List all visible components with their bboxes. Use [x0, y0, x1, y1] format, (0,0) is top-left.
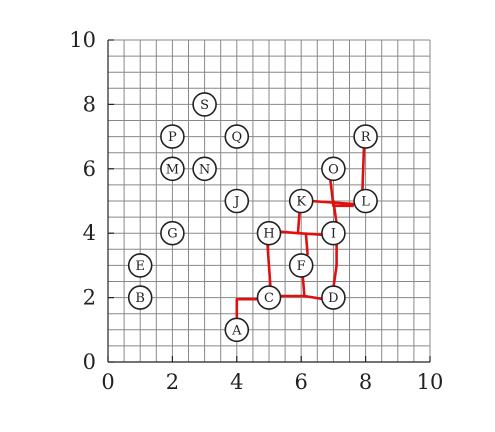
- node-q: Q: [224, 124, 250, 149]
- node-o: O: [321, 156, 346, 182]
- y-tick-label: 8: [83, 92, 96, 116]
- node-circle: [192, 156, 217, 182]
- node-g: G: [160, 220, 185, 246]
- node-l: L: [353, 188, 378, 214]
- node-circle: [353, 124, 378, 149]
- edge-path: [296, 209, 301, 235]
- node-circle: [321, 285, 346, 310]
- node-label: L: [361, 195, 370, 210]
- node-circle: [127, 253, 153, 278]
- node-circle: [288, 253, 314, 278]
- node-circle: [256, 220, 282, 246]
- node-label: D: [328, 291, 338, 306]
- edge-path: [301, 275, 306, 298]
- node-a: A: [224, 317, 250, 343]
- node-circle: [321, 220, 346, 246]
- node-b: B: [127, 285, 153, 310]
- edge-path: [235, 297, 261, 319]
- node-circle: [224, 124, 250, 149]
- node-circle: [321, 156, 346, 182]
- node-label: B: [135, 291, 145, 306]
- x-tick-label: 6: [295, 370, 308, 394]
- node-c: C: [256, 285, 282, 310]
- node-circle: [224, 317, 250, 343]
- node-label: H: [263, 227, 274, 242]
- edges: [235, 145, 366, 319]
- node-label: Q: [231, 130, 242, 145]
- node-circle: [224, 188, 250, 214]
- node-label: F: [297, 259, 306, 274]
- node-label: M: [166, 162, 179, 177]
- y-tick-label: 6: [83, 157, 96, 181]
- grid-lines: [107, 39, 431, 363]
- edge-path: [266, 241, 272, 291]
- axes: [107, 39, 431, 363]
- node-label: N: [199, 162, 210, 177]
- node-m: M: [160, 156, 185, 182]
- x-tick-label: 2: [166, 370, 179, 394]
- y-tick-label: 2: [83, 286, 96, 310]
- y-tick-label: 10: [69, 28, 96, 52]
- node-r: R: [353, 124, 378, 149]
- node-label: I: [331, 227, 336, 242]
- node-label: E: [135, 259, 145, 274]
- node-j: J: [224, 188, 250, 214]
- y-tick-labels: 0 2 4 6 8 10: [69, 28, 96, 374]
- node-n: N: [192, 156, 217, 182]
- node-e: E: [127, 253, 153, 278]
- node-i: I: [321, 220, 346, 246]
- node-p: P: [160, 124, 185, 149]
- edge-path: [361, 145, 366, 193]
- node-label: J: [232, 195, 239, 210]
- x-tick-label: 0: [101, 370, 114, 394]
- node-d: D: [321, 285, 346, 310]
- edge-path: [304, 233, 309, 256]
- x-tick-label: 8: [359, 370, 372, 394]
- node-label: S: [200, 98, 209, 113]
- node-circle: [160, 220, 185, 246]
- x-tick-label: 4: [230, 370, 243, 394]
- node-circle: [353, 188, 378, 214]
- node-label: R: [361, 130, 372, 145]
- node-label: A: [231, 323, 242, 338]
- node-label: C: [264, 291, 274, 306]
- node-label: O: [328, 162, 339, 177]
- x-tick-label: 10: [417, 370, 444, 394]
- node-circle: [256, 285, 282, 310]
- node-circle: [127, 285, 153, 310]
- node-circle: [160, 124, 185, 149]
- y-tick-label: 0: [83, 350, 96, 374]
- node-f: F: [288, 253, 314, 278]
- edge-path: [328, 177, 354, 208]
- node-k: K: [288, 188, 314, 214]
- node-label: P: [168, 130, 177, 145]
- node-h: H: [256, 220, 282, 246]
- node-circle: [192, 92, 217, 117]
- node-s: S: [192, 92, 217, 117]
- node-circle: [160, 156, 185, 182]
- node-circle: [288, 188, 314, 214]
- nodes: A B C D E F G H I J K L M N O P Q R S: [127, 92, 378, 343]
- y-tick-label: 4: [83, 221, 96, 245]
- node-label: G: [167, 227, 177, 242]
- node-label: K: [296, 195, 306, 210]
- edge-path: [332, 243, 338, 290]
- x-tick-labels: 0 2 4 6 8 10: [101, 370, 443, 394]
